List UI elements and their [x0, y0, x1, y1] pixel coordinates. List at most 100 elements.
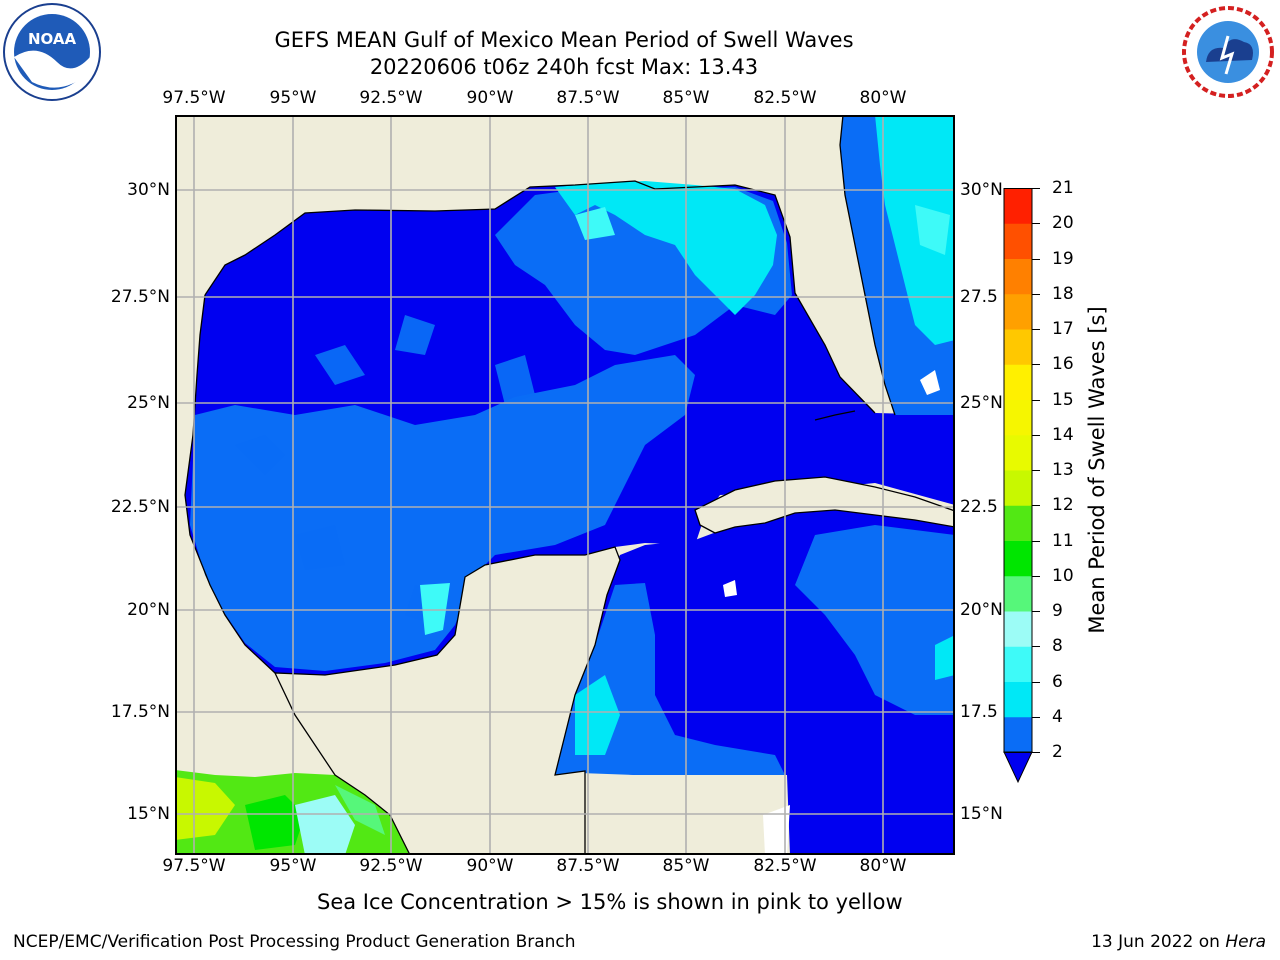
colorbar-tick-label: 16: [1052, 354, 1074, 375]
lon-tick-bottom: 87.5°W: [556, 856, 620, 876]
colorbar-segment: [1004, 716, 1032, 753]
colorbar-tick-label: 14: [1052, 424, 1074, 445]
atlantic-cyan2: [915, 205, 950, 255]
lat-tick-left: 15°N: [127, 804, 170, 824]
colorbar-tick-mark: [1032, 540, 1040, 542]
colorbar-segment: [1004, 470, 1032, 506]
colorbar-segment: [1004, 611, 1032, 647]
colorbar-segment: [1004, 646, 1032, 682]
colorbar-segment: [1004, 681, 1032, 718]
atlantic-cyan: [875, 115, 955, 345]
lat-tick-left: 17.5°N: [110, 702, 170, 722]
lon-tick-bottom: 85°W: [662, 856, 710, 876]
lat-tick-right: 17.5: [960, 702, 998, 722]
lon-tick-bottom: 92.5°W: [359, 856, 423, 876]
lon-tick-top: 92.5°W: [359, 88, 423, 108]
colorbar-tick-label: 11: [1052, 530, 1074, 551]
gulf-patches: [235, 315, 535, 625]
colorbar-segment: [1004, 540, 1032, 577]
nws-logo: [1178, 2, 1278, 102]
colorbar-tick-mark: [1032, 399, 1040, 401]
lon-tick-top: 85°W: [662, 88, 710, 108]
noaa-logo-text: NOAA: [28, 30, 77, 48]
colorbar-segment: [1004, 364, 1032, 400]
lon-tick-top: 97.5°W: [162, 88, 226, 108]
lat-tick-right: 30°N: [960, 180, 1003, 200]
colorbar-segment: [1004, 293, 1032, 330]
colorbar-segment: [1004, 399, 1032, 436]
lat-tick-left: 20°N: [127, 600, 170, 620]
yucatan-land: [273, 546, 621, 855]
colorbar-tick-label: 20: [1052, 213, 1074, 234]
lon-tick-top: 80°W: [859, 88, 907, 108]
colorbar-tick-label: 9: [1052, 601, 1063, 621]
colorbar-tick-label: 6: [1052, 671, 1063, 692]
colorbar-tick-mark: [1032, 470, 1040, 471]
lat-tick-right: 20°N: [960, 600, 1003, 620]
colorbar-tick-label: 17: [1052, 319, 1074, 339]
colorbar-tick-label: 21: [1052, 178, 1074, 198]
noaa-logo: NOAA: [2, 2, 102, 102]
colorbar-segment: [1004, 329, 1032, 365]
colorbar-tick-label: 13: [1052, 460, 1074, 480]
lat-tick-right: 15°N: [960, 804, 1003, 824]
gulf-swell-band: [190, 355, 695, 671]
colorbar-tick-label: 18: [1052, 283, 1074, 304]
chart-title-line1: GEFS MEAN Gulf of Mexico Mean Period of …: [274, 28, 854, 52]
lat-tick-left: 22.5°N: [110, 497, 170, 517]
lon-tick-bottom: 90°W: [466, 856, 514, 876]
lat-tick-right: 25°N: [960, 393, 1003, 413]
colorbar-tick-mark: [1032, 258, 1040, 260]
footer-host: Hera: [1225, 932, 1266, 952]
colorbar-segment: [1004, 258, 1032, 295]
colorbar-tick-label: 4: [1052, 706, 1063, 727]
colorbar-tick-mark: [1032, 752, 1040, 753]
lon-tick-top: 90°W: [466, 88, 514, 108]
caribbean-east-band: [795, 525, 955, 715]
colorbar-tick-label: 10: [1052, 565, 1074, 586]
colorbar-tick-mark: [1032, 223, 1040, 225]
colorbar-tick-label: 19: [1052, 248, 1074, 269]
colorbar-segment: [1004, 505, 1032, 541]
colorbar-tick-mark: [1032, 681, 1040, 683]
map-panel: [175, 115, 955, 855]
footer-left: NCEP/EMC/Verification Post Processing Pr…: [13, 932, 576, 952]
colorbar-tick-mark: [1032, 293, 1040, 295]
lat-tick-left: 27.5°N: [110, 287, 170, 307]
footer-right: 13 Jun 2022 on Hera: [1091, 932, 1266, 952]
lon-tick-bottom: 80°W: [859, 856, 907, 876]
graticule: [175, 115, 955, 855]
colorbar-tick-mark: [1032, 364, 1040, 366]
colorbar-tick-label: 15: [1052, 389, 1074, 410]
gulf-east-cyan: [555, 181, 777, 315]
colorbar-segment: [1004, 575, 1032, 612]
lon-tick-bottom: 82.5°W: [753, 856, 817, 876]
colorbar-tick-mark: [1032, 646, 1040, 648]
colorbar-tick-mark: [1032, 505, 1040, 507]
pacific-cyan: [295, 795, 355, 855]
cuba-land: [694, 476, 955, 534]
lon-tick-top: 87.5°W: [556, 88, 620, 108]
lat-tick-right: 27.5: [960, 287, 998, 307]
gulf-patches-cyan: [420, 207, 615, 635]
chart-title-line2: 20220606 t06z 240h fcst Max: 13.43: [369, 55, 759, 79]
lon-tick-top: 82.5°W: [753, 88, 817, 108]
sea-ice-note: Sea Ice Concentration > 15% is shown in …: [317, 890, 903, 914]
colorbar-tick-mark: [1032, 434, 1040, 436]
colorbar-tick-mark: [1032, 188, 1040, 189]
colorbar-tick-label: 8: [1052, 636, 1063, 657]
colorbar-tick-label: 12: [1052, 495, 1074, 516]
lat-tick-left: 25°N: [127, 393, 170, 413]
footer-date: 13 Jun 2022 on: [1091, 932, 1226, 952]
colorbar-tick-mark: [1032, 611, 1040, 612]
lon-tick-top: 95°W: [269, 88, 317, 108]
colorbar-segment: [1004, 188, 1032, 224]
lon-tick-bottom: 95°W: [269, 856, 317, 876]
colorbar-extend-arrow: [1003, 751, 1033, 784]
colorbar-tick-mark: [1032, 575, 1040, 577]
pacific-green: [245, 795, 305, 850]
colorbar-tick-mark: [1032, 329, 1040, 330]
colorbar-tick-label: 2: [1052, 742, 1063, 762]
colorbar: [1000, 188, 1040, 784]
pacific-mint: [335, 785, 385, 835]
